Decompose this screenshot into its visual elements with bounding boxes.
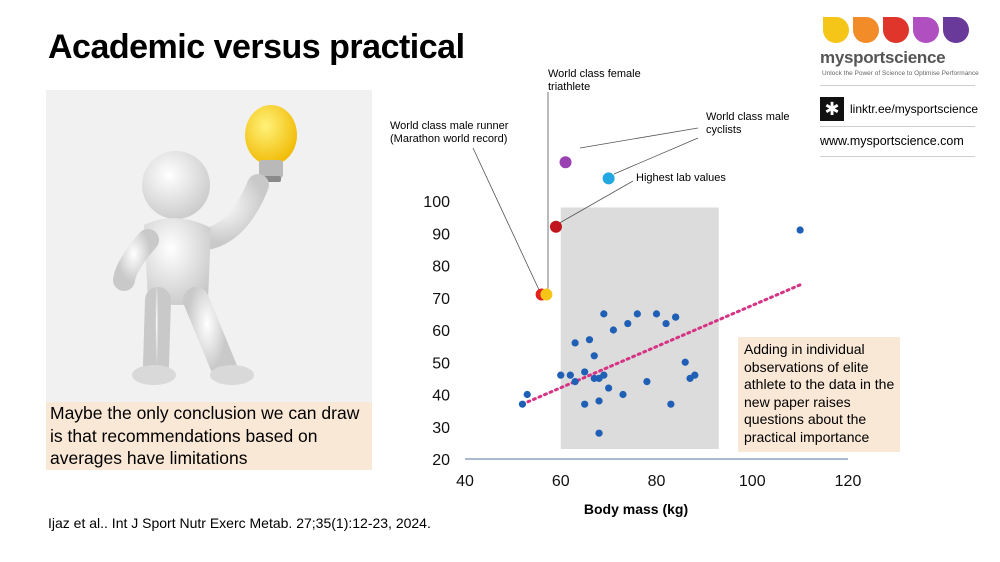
- data-point: [633, 310, 641, 318]
- trendline: [520, 283, 802, 406]
- x-tick-label: 120: [835, 473, 862, 490]
- y-tick-label: 40: [432, 388, 450, 405]
- shaded-region: [560, 207, 719, 449]
- annotation-triathlete: World class female triathlete: [548, 68, 641, 93]
- slide-title: Academic versus practical: [48, 28, 465, 66]
- brand-tagline: Unlock the Power of Science to Optimise …: [822, 70, 979, 77]
- data-point: [667, 400, 675, 408]
- annotation-leader-line: [579, 127, 699, 149]
- data-point: [619, 390, 627, 399]
- data-point: [652, 310, 661, 318]
- drop-logo-icon: [823, 17, 969, 43]
- data-point: [600, 310, 608, 318]
- y-tick-label: 50: [432, 355, 450, 372]
- drop-icon: [943, 17, 969, 43]
- linktree-row[interactable]: ✱ linktr.ee/mysportscience: [820, 97, 978, 121]
- data-point: [681, 358, 689, 366]
- y-tick-label: 100: [423, 194, 450, 211]
- y-tick-label: 90: [432, 226, 450, 243]
- annotation-leader-line: [555, 180, 634, 226]
- y-tick-label: 80: [432, 259, 450, 276]
- drop-icon: [823, 17, 849, 43]
- y-tick-label: 60: [432, 323, 450, 340]
- annotation-leader-line: [613, 137, 699, 175]
- linktree-icon: ✱: [820, 97, 844, 121]
- y-tick-label: 30: [432, 420, 450, 437]
- figure-illustration-icon: [113, 105, 297, 385]
- data-point: [585, 336, 594, 344]
- divider: [820, 156, 975, 157]
- elite-athlete-point: [549, 220, 562, 233]
- x-tick-label: 80: [648, 473, 666, 490]
- lightbulb-figure-illustration: [46, 90, 372, 402]
- annotation-leader-line: [472, 147, 541, 293]
- citation: Ijaz et al.. Int J Sport Nutr Exerc Meta…: [48, 515, 431, 531]
- drop-icon: [883, 17, 909, 43]
- x-axis-label: Body mass (kg): [584, 501, 688, 517]
- data-point: [571, 378, 579, 386]
- data-point: [609, 326, 618, 334]
- drop-icon: [913, 17, 939, 43]
- data-point: [581, 368, 589, 376]
- annotation-highest: Highest lab values: [636, 172, 726, 184]
- data-point: [595, 429, 603, 437]
- data-point: [518, 400, 527, 408]
- data-point: [643, 378, 651, 386]
- data-point: [605, 384, 613, 392]
- data-point: [595, 397, 603, 405]
- annotation-runner: World class male runner (Marathon world …: [390, 120, 509, 145]
- data-point: [600, 371, 608, 379]
- conclusion-text: Maybe the only conclusion we can draw is…: [46, 402, 372, 470]
- side-note: Adding in individual observations of eli…: [738, 337, 900, 452]
- data-point: [571, 339, 579, 347]
- x-tick-label: 100: [739, 473, 766, 490]
- data-point: [566, 371, 574, 379]
- brand-name: mysportscience: [820, 48, 946, 67]
- elite-athlete-point: [559, 156, 572, 169]
- data-point: [523, 390, 531, 399]
- brand-logo-drops: [820, 14, 980, 51]
- data-point: [557, 371, 565, 379]
- data-point: [662, 319, 670, 328]
- x-tick-label: 40: [456, 473, 474, 490]
- drop-icon: [853, 17, 879, 43]
- data-point: [796, 226, 804, 234]
- data-point: [624, 319, 632, 328]
- linktree-link[interactable]: linktr.ee/mysportscience: [850, 102, 979, 116]
- divider: [820, 85, 975, 86]
- x-tick-label: 60: [552, 473, 570, 490]
- divider: [820, 126, 975, 127]
- elite-athlete-point: [540, 288, 553, 301]
- website-link[interactable]: www.mysportscience.com: [820, 134, 964, 148]
- data-point: [581, 400, 589, 408]
- data-point: [672, 313, 680, 321]
- y-tick-label: 20: [432, 452, 450, 469]
- y-tick-label: 70: [432, 291, 450, 308]
- data-point: [691, 371, 699, 379]
- elite-athlete-point: [602, 172, 615, 185]
- annotation-cyclists: World class male cyclists: [706, 111, 790, 136]
- data-point: [590, 352, 598, 360]
